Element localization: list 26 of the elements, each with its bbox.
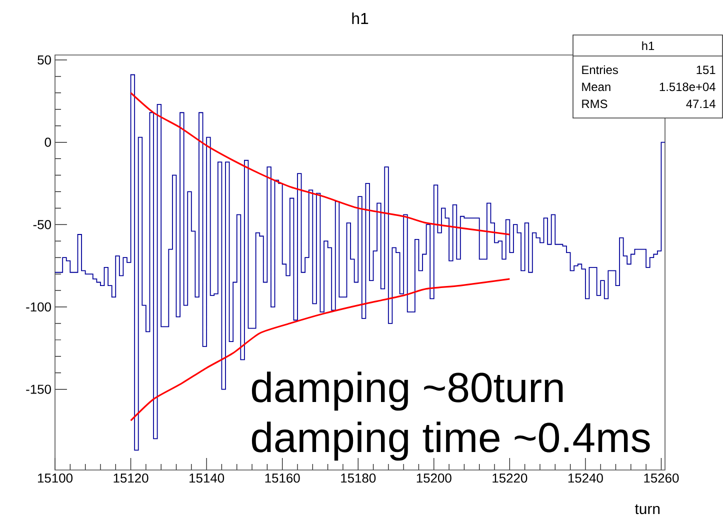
x-tick-label: 15120 <box>114 474 148 483</box>
y-tick-label: 50 <box>38 55 51 65</box>
x-axis-title: turn <box>634 504 660 514</box>
x-tick-label: 15220 <box>492 474 528 483</box>
x-tick-label: 15240 <box>568 474 603 483</box>
x-tick-label: 15140 <box>190 474 224 483</box>
y-tick-label: -150 <box>26 384 51 394</box>
x-tick-label: 15160 <box>265 474 300 483</box>
text: 151 <box>696 66 716 74</box>
annotation: 1.518e+04 <box>660 82 716 92</box>
text: h1 <box>642 41 654 50</box>
y-tick-label: 0 <box>44 138 51 147</box>
annotation: Entries <box>582 65 618 74</box>
line-series <box>130 92 510 236</box>
annotation: damping time ~0.4ms <box>252 422 650 461</box>
y-tick-label: -50 <box>33 220 51 230</box>
text: 47.14 <box>686 100 716 108</box>
annotation: damping ~80turn <box>252 372 563 411</box>
annotation: RMS <box>582 100 608 108</box>
annotation: Mean <box>582 82 610 92</box>
y-tick-label: -100 <box>26 302 51 312</box>
x-tick-label: 15100 <box>38 474 73 483</box>
x-tick-label: 15260 <box>644 474 679 483</box>
chart-title: h1 <box>352 12 368 24</box>
x-tick-label: 15180 <box>341 474 376 483</box>
x-tick-label: 15200 <box>416 474 452 483</box>
